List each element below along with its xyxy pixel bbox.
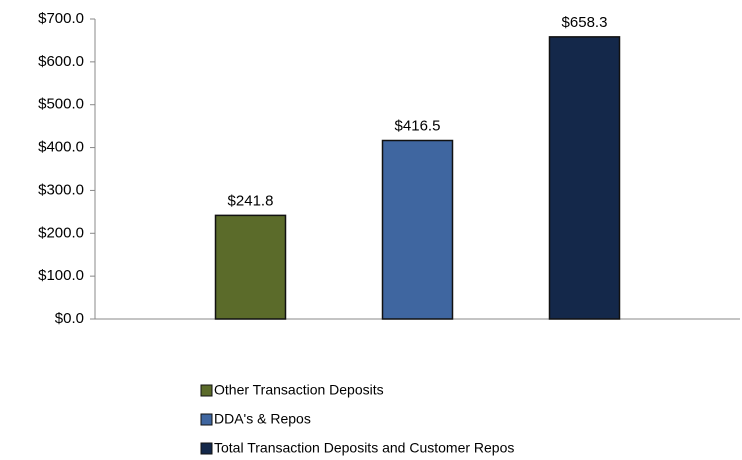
y-tick-label: $300.0 xyxy=(38,181,84,198)
y-tick-label: $600.0 xyxy=(38,53,84,70)
bar xyxy=(214,214,287,320)
y-tick-label: $100.0 xyxy=(38,267,84,284)
value-label: $416.5 xyxy=(395,117,441,134)
legend-label: Other Transaction Deposits xyxy=(214,382,384,398)
legend-label: DDA's & Repos xyxy=(214,411,311,427)
y-tick-label: $200.0 xyxy=(38,224,84,241)
legend-swatch xyxy=(200,413,213,426)
value-label: $241.8 xyxy=(228,192,274,209)
legend-swatch xyxy=(200,442,213,455)
bar xyxy=(548,36,621,320)
y-tick-label: $0.0 xyxy=(55,310,84,327)
bar xyxy=(381,139,454,320)
y-tick-label: $700.0 xyxy=(38,10,84,27)
legend-label: Total Transaction Deposits and Customer … xyxy=(214,440,514,456)
legend-swatch xyxy=(200,384,213,397)
y-tick-label: $400.0 xyxy=(38,139,84,156)
y-tick-label: $500.0 xyxy=(38,96,84,113)
value-label: $658.3 xyxy=(562,14,608,31)
